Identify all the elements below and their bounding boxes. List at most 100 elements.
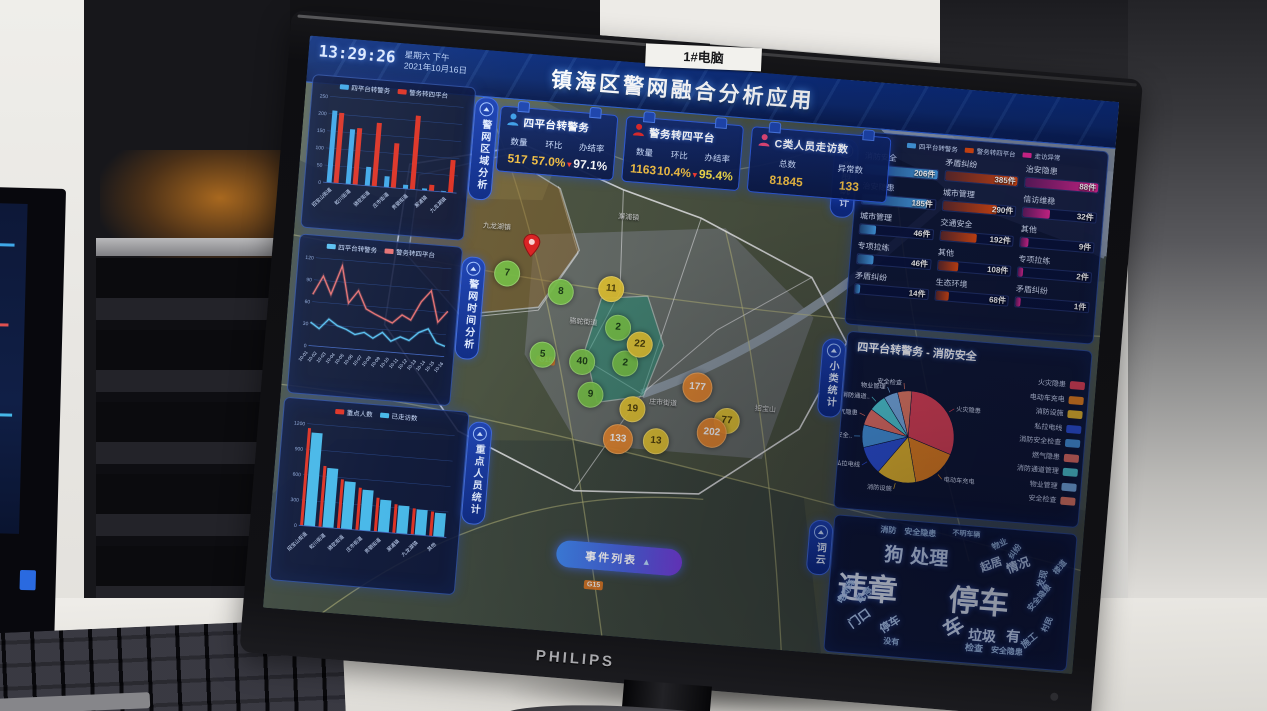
wordcloud-word[interactable]: 没有 xyxy=(882,636,900,647)
dashboard-screen: 13:29:26 星期六 下午 2021年10月16日 镇海区警网融合分析应用 … xyxy=(262,35,1120,675)
metric: 数量 517 xyxy=(506,136,529,167)
wordcloud-word[interactable]: 安全隐患 xyxy=(990,645,1024,658)
metric: 总数 81845 xyxy=(768,158,804,190)
tab-wordcloud[interactable]: 词云 xyxy=(805,519,834,576)
svg-text:100: 100 xyxy=(315,145,324,152)
pie-legend-item[interactable]: 安全检查 xyxy=(991,490,1076,507)
wordcloud-word[interactable]: 停车 xyxy=(877,613,903,636)
type-stats-item[interactable]: 生态环境 68件 xyxy=(934,277,1010,307)
svg-text:0: 0 xyxy=(318,180,321,186)
chevron-up-icon xyxy=(826,342,842,359)
type-stats-item[interactable]: 矛盾纠纷 385件 xyxy=(943,157,1020,188)
svg-text:电动车充电: 电动车充电 xyxy=(943,475,974,486)
stat-card[interactable]: 四平台转警务 数量 517 环比 57.0%▼ 办结率 97.1% xyxy=(495,105,619,181)
svg-text:庄市街道: 庄市街道 xyxy=(371,191,390,210)
wordcloud-word[interactable]: 消防 xyxy=(880,524,897,536)
panel-key-person: 重点人数 已走访数 0 300 600 900 1200 招宝山街道 蛟川街道 骆驼街道 庄市街道… xyxy=(269,396,493,596)
svg-text:10-03: 10-03 xyxy=(315,351,327,364)
svg-text:燃气隐患: 燃气隐患 xyxy=(835,407,858,417)
svg-text:10-15: 10-15 xyxy=(424,360,436,373)
type-stats-column: 治安隐患 88件 信访维稳 32件 其他 9件 专项拉练 2件 矛盾纠纷 1件 xyxy=(1014,164,1101,320)
wordcloud-word[interactable]: 检查 xyxy=(964,642,984,654)
svg-text:30: 30 xyxy=(303,321,309,327)
wordcloud-word[interactable]: 狗 xyxy=(883,544,905,567)
key-person-bar-chart: 0 300 600 900 1200 招宝山街道 蛟川街道 骆驼街道 庄市街道 贵驷街道 澥浦镇 九龙… xyxy=(286,421,455,558)
svg-text:200: 200 xyxy=(318,111,327,118)
svg-text:10-05: 10-05 xyxy=(334,353,346,366)
alert-pin-icon[interactable] xyxy=(519,232,543,265)
svg-text:骆驼街道: 骆驼街道 xyxy=(326,533,345,552)
pie-legend-item[interactable]: 电动车充电 xyxy=(1000,389,1085,406)
svg-text:招宝山街道: 招宝山街道 xyxy=(310,186,333,208)
svg-text:10-13: 10-13 xyxy=(406,358,418,371)
svg-text:私拉电线: 私拉电线 xyxy=(835,459,860,469)
metric: 数量 1163 xyxy=(629,146,657,178)
road-badge: G15 xyxy=(583,579,604,591)
wordcloud-word[interactable]: 起居 xyxy=(978,555,1004,575)
svg-text:贵驷街道: 贵驷街道 xyxy=(363,536,382,555)
stat-card-title: 四平台转警务 xyxy=(523,116,590,135)
pie-legend-item[interactable]: 火灾隐患 xyxy=(1001,374,1086,391)
pie-legend-item[interactable]: 消防设施 xyxy=(998,403,1083,420)
svg-text:150: 150 xyxy=(317,128,326,135)
svg-text:物业管理: 物业管理 xyxy=(861,381,886,391)
wordcloud-word[interactable]: 楼道 xyxy=(1051,558,1069,577)
chevron-up-icon xyxy=(478,101,495,117)
type-stats-item[interactable]: 专项拉练 46件 xyxy=(856,240,932,271)
svg-text:蛟川街道: 蛟川街道 xyxy=(308,532,327,551)
wordcloud-word[interactable]: 村民 xyxy=(1039,615,1055,634)
svg-text:九龙湖镇: 九龙湖镇 xyxy=(428,196,447,215)
wall-right xyxy=(1128,0,1267,711)
svg-text:澥浦镇: 澥浦镇 xyxy=(385,538,401,553)
svg-text:消防通道..: 消防通道.. xyxy=(841,390,870,400)
wordcloud-word[interactable]: 有 xyxy=(1005,627,1021,645)
wordcloud-word[interactable]: 安全隐患 xyxy=(903,526,937,539)
pie-legend-item[interactable]: 消防安全检查 xyxy=(996,432,1081,449)
region-bar-chart: 0 50 100 150 200 250 招宝山街道 蛟川街道 骆驼街道 庄市街道 贵驷街道 澥浦镇九… xyxy=(310,94,464,215)
panel-time-analysis: 四平台转警务 警务转四平台 0 30 60 90 120 10-01 10-02 10-03 10… xyxy=(286,233,487,407)
type-stats-item[interactable]: 矛盾纠纷 1件 xyxy=(1014,283,1090,314)
svg-text:澥浦镇: 澥浦镇 xyxy=(413,194,429,209)
stat-card[interactable]: C类人员走访数 总数 81845 异常数 133 xyxy=(746,126,892,204)
svg-text:0: 0 xyxy=(303,343,306,349)
type-stats-item[interactable]: 矛盾纠纷 14件 xyxy=(853,270,930,301)
pie-legend-item[interactable]: 燃气隐患 xyxy=(995,447,1080,464)
pie-legend-item[interactable]: 物业管理 xyxy=(992,476,1077,493)
svg-text:九龙湖镇: 九龙湖镇 xyxy=(400,539,419,558)
svg-text:10-09: 10-09 xyxy=(370,356,382,369)
metric: 办结率 97.1% xyxy=(572,141,608,174)
panel-small-class: 四平台转警务 - 消防安全 火灾隐患 电动车充电 消防设施 私拉电线 消防安全.. 燃气隐… xyxy=(816,330,1093,529)
pie-legend-item[interactable]: 私拉电线 xyxy=(997,418,1082,435)
map-markers-layer: 7 8 5 2 40 2 9 11 22 19 77 13 177 202 133 九龙湖镇 澥浦镇 骆驼街道 庄市… xyxy=(310,36,1119,591)
wordcloud-word[interactable]: 处理 xyxy=(909,546,950,571)
svg-text:安全检查: 安全检查 xyxy=(877,377,902,387)
type-stats-item[interactable]: 其他 108件 xyxy=(936,247,1012,277)
svg-text:1200: 1200 xyxy=(294,421,306,428)
type-stats-item[interactable]: 其他 9件 xyxy=(1019,223,1095,254)
svg-text:10-06: 10-06 xyxy=(343,353,355,366)
svg-text:0: 0 xyxy=(294,523,297,529)
stat-cards-row: 四平台转警务 数量 517 环比 57.0%▼ 办结率 97.1% 警务转四平台 数量 1163 环… xyxy=(495,105,892,204)
svg-text:骆驼街道: 骆驼街道 xyxy=(352,189,371,208)
type-stats-item[interactable]: 专项拉练 2件 xyxy=(1016,253,1093,284)
type-stats-column: 矛盾纠纷 385件 城市管理 290件 交通安全 192件 其他 108件 生态环境 68件 xyxy=(934,157,1021,313)
svg-text:消防设施: 消防设施 xyxy=(867,483,892,493)
type-stats-item[interactable]: 城市管理 290件 xyxy=(941,187,1017,218)
type-stats-item[interactable]: 治安隐患 88件 xyxy=(1024,164,1100,194)
svg-text:10-07: 10-07 xyxy=(352,354,364,367)
type-stats-item[interactable]: 城市管理 46件 xyxy=(858,210,935,241)
svg-text:10-11: 10-11 xyxy=(388,357,399,369)
type-stats-item[interactable]: 信访维稳 32件 xyxy=(1021,194,1098,224)
stat-card[interactable]: 警务转四平台 数量 1163 环比 10.4%▼ 办结率 95.4% xyxy=(621,115,745,192)
chevron-up-icon xyxy=(472,426,488,442)
type-stats-item[interactable]: 交通安全 192件 xyxy=(938,217,1015,247)
svg-text:贵驷街道: 贵驷街道 xyxy=(390,193,409,212)
pie-legend-item[interactable]: 消防通道管理 xyxy=(994,461,1079,478)
svg-text:10-08: 10-08 xyxy=(361,355,373,368)
svg-text:10-10: 10-10 xyxy=(379,356,391,369)
svg-text:900: 900 xyxy=(294,446,303,453)
wordcloud-word[interactable]: 物业 xyxy=(990,536,1009,552)
wordcloud-word[interactable]: 不明车辆 xyxy=(952,529,981,540)
metric: 办结率 95.4% xyxy=(698,152,734,184)
